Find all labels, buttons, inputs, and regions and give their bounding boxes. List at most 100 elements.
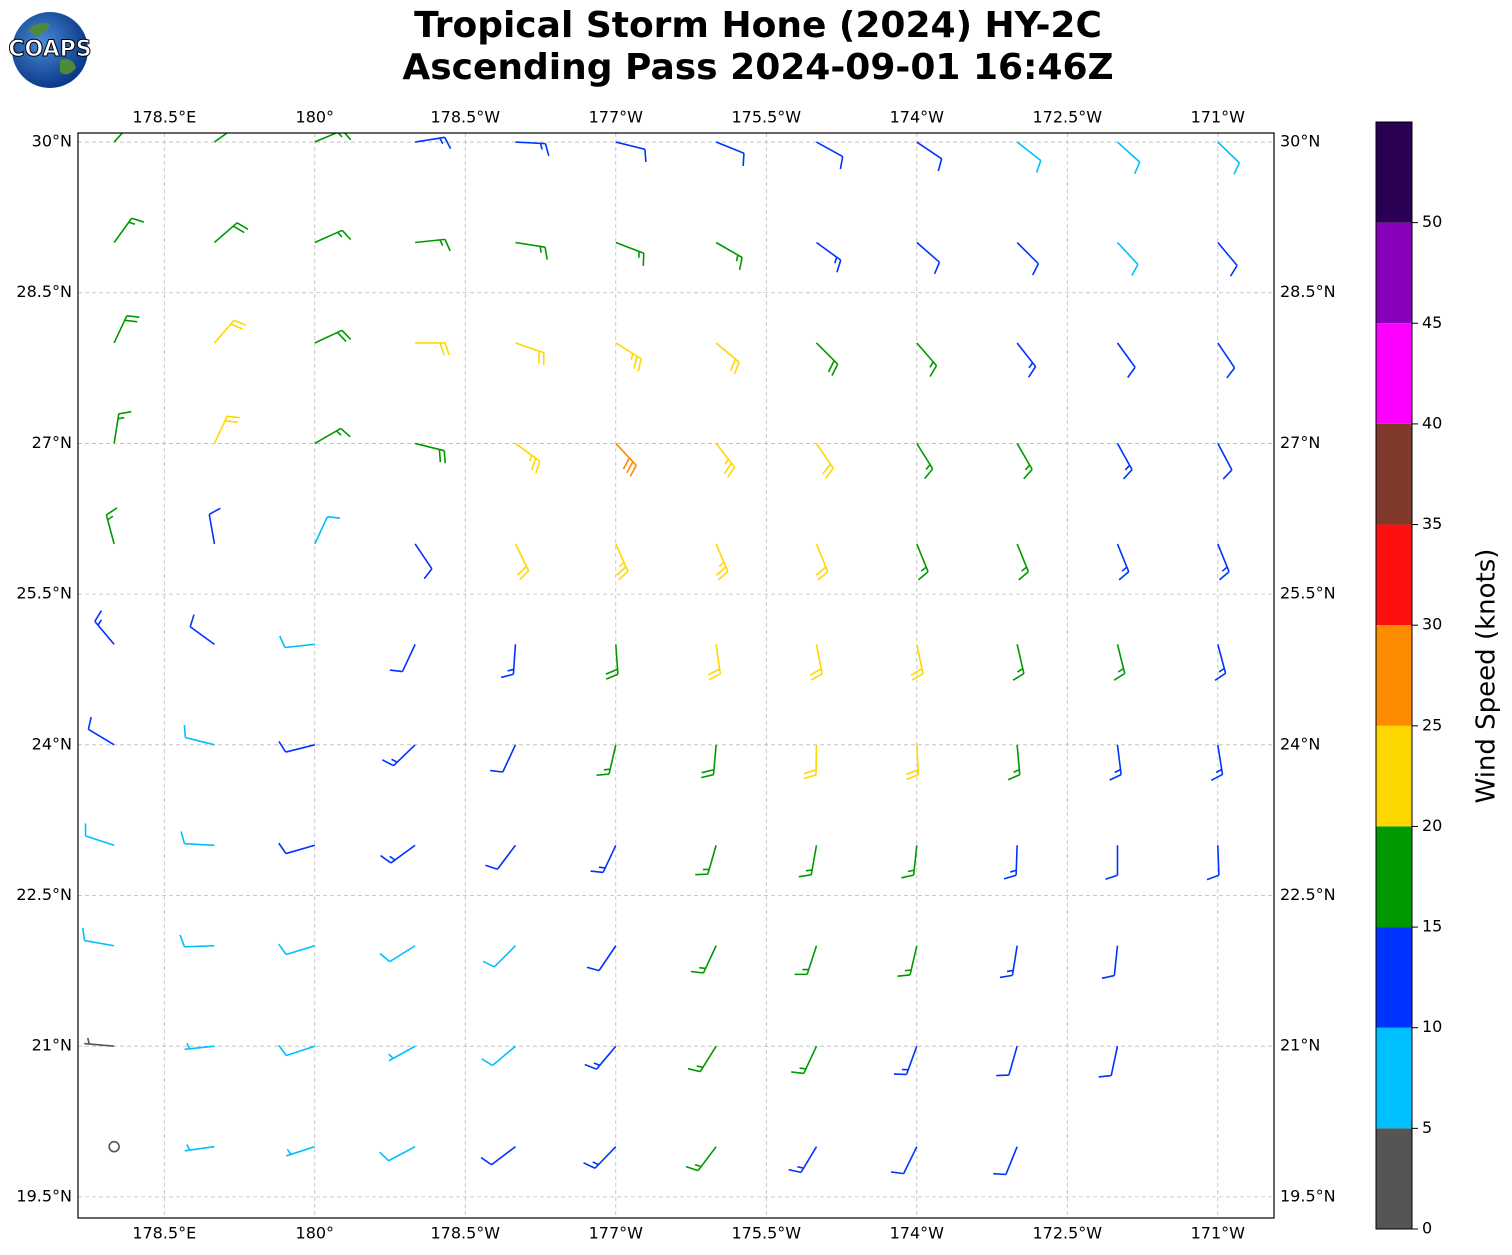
y-tick-label: 24°N <box>32 734 72 753</box>
colorbar-tick-label: 50 <box>1422 212 1442 231</box>
x-tick-label: 174°W <box>890 108 945 127</box>
y-tick-label: 28.5°N <box>16 282 72 301</box>
wind-barb <box>816 141 844 170</box>
wind-barb <box>278 943 316 956</box>
wind-barb <box>583 1146 617 1169</box>
x-tick-label: 178.5°W <box>430 108 500 127</box>
colorbar-segment <box>1376 725 1412 827</box>
barb-layer <box>81 133 1241 1176</box>
x-tick-label: 172.5°W <box>1032 1224 1102 1243</box>
chart-subtitle: Ascending Pass 2024-09-01 16:46Z <box>402 47 1113 88</box>
grid <box>78 133 1274 1218</box>
wind-barb <box>1217 342 1236 379</box>
wind-barb <box>916 241 941 275</box>
wind-barb <box>314 229 352 244</box>
wind-barb <box>314 329 352 344</box>
wind-barb <box>916 342 938 377</box>
wind-barb <box>815 241 842 273</box>
x-tick-label: 178.5°E <box>132 108 196 127</box>
wind-barb <box>715 543 729 581</box>
x-tick-label: 177°W <box>589 108 644 127</box>
colorbar-segment <box>1376 423 1412 525</box>
wind-barb <box>701 744 717 779</box>
wind-barb <box>1217 543 1230 581</box>
wind-barb <box>605 644 619 680</box>
wind-barb <box>87 716 115 746</box>
x-tick-label: 171°W <box>1191 108 1246 127</box>
wind-barb <box>999 945 1018 979</box>
colorbar-tick-label: 30 <box>1422 615 1442 634</box>
wind-barb <box>415 342 450 356</box>
wind-barb <box>1016 241 1040 276</box>
y-tick-label: 30°N <box>32 132 72 151</box>
wind-barb <box>893 1045 918 1076</box>
colorbar-segment <box>1376 927 1412 1028</box>
wind-barb <box>380 844 416 864</box>
y-tick-label: 25.5°N <box>1280 584 1336 603</box>
wind-barb <box>113 217 145 243</box>
map-frame <box>77 132 1275 1219</box>
wind-barb <box>809 644 823 681</box>
wind-barb <box>388 1045 416 1062</box>
wind-barb <box>615 342 643 372</box>
wind-barb <box>891 1146 918 1175</box>
wind-barb <box>1105 845 1119 881</box>
wind-barb <box>791 1045 818 1075</box>
chart-title: Tropical Storm Hone (2024) HY-2C <box>414 5 1102 46</box>
wind-barb <box>906 744 920 781</box>
wind-barb <box>685 1146 717 1172</box>
wind-barb <box>1016 543 1030 581</box>
wind-barb <box>378 1145 416 1162</box>
wind-barb <box>1116 443 1133 480</box>
wind-barb <box>897 945 918 977</box>
wind-barb <box>794 945 818 976</box>
logo-text: COAPS <box>8 37 91 62</box>
wind-barb <box>1217 241 1238 277</box>
wind-barb <box>993 1146 1018 1176</box>
wind-barb <box>910 644 924 681</box>
wind-barb <box>314 515 341 545</box>
colorbar-tick-label: 10 <box>1422 1017 1442 1036</box>
x-tick-label: 180° <box>296 108 335 127</box>
wind-barb <box>81 927 115 947</box>
wind-barb <box>189 614 215 646</box>
colorbar-tick-label: 40 <box>1422 413 1442 432</box>
colorbar-tick-label: 5 <box>1422 1118 1432 1137</box>
y-tick-label: 28.5°N <box>1280 282 1336 301</box>
colorbar-segment <box>1376 1027 1412 1129</box>
wind-barb <box>1116 241 1139 276</box>
wind-barb <box>815 543 829 581</box>
x-tick-label: 171°W <box>1191 1224 1246 1243</box>
colorbar-tick-label: 0 <box>1422 1219 1432 1238</box>
y-tick-label: 25.5°N <box>16 584 72 603</box>
wind-barb <box>1217 141 1241 175</box>
wind-barb <box>278 740 315 753</box>
wind-barb <box>798 845 818 878</box>
wind-barb <box>615 141 647 162</box>
x-tick-label: 175.5°W <box>731 1224 801 1243</box>
colorbar-segment <box>1376 1128 1412 1229</box>
wind-barb <box>414 442 447 464</box>
wind-barb <box>415 238 451 252</box>
wind-barb <box>916 543 929 581</box>
wind-barb <box>586 945 617 972</box>
wind-barb <box>183 724 215 746</box>
wind-barb <box>815 442 834 479</box>
wind-barb <box>278 635 315 649</box>
x-tick-label: 180° <box>296 1224 335 1243</box>
y-tick-label: 27°N <box>32 433 72 452</box>
wind-barb <box>184 1144 215 1152</box>
wind-barb <box>515 342 545 366</box>
wind-barb <box>715 442 736 479</box>
wind-barb <box>615 241 645 266</box>
wind-barb <box>1116 342 1136 378</box>
wind-barb <box>916 443 934 480</box>
wind-barb <box>389 644 416 673</box>
wind-barb <box>84 1037 115 1048</box>
wind-barb <box>213 319 247 344</box>
colorbar-tick-label: 45 <box>1422 313 1442 332</box>
colorbar-tick-label: 20 <box>1422 816 1442 835</box>
y-tick-label: 22.5°N <box>1280 885 1336 904</box>
y-tick-label: 24°N <box>1280 734 1320 753</box>
